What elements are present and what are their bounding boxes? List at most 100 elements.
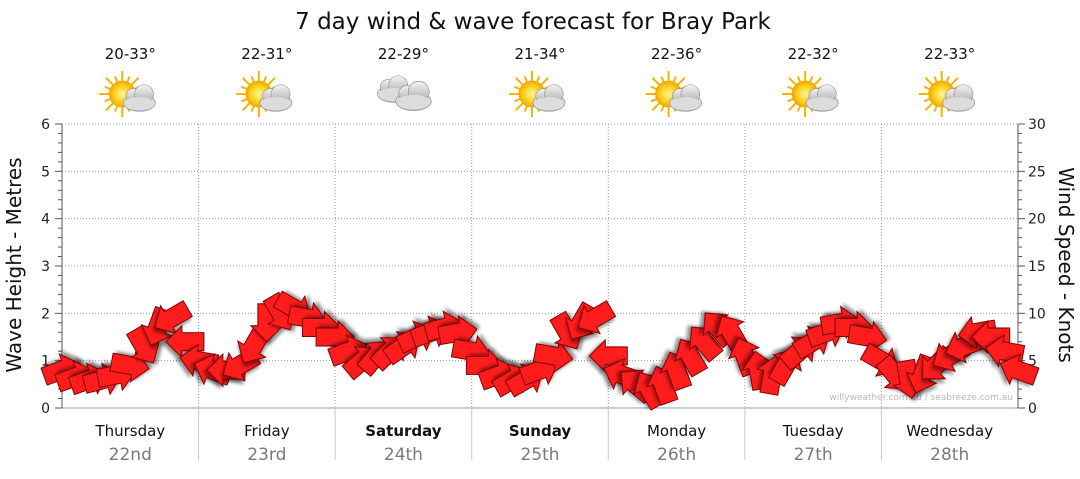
- sun-ray: [813, 77, 823, 86]
- wind-arrow: [577, 300, 617, 335]
- sun-ray: [650, 85, 657, 90]
- sun-ray: [114, 105, 119, 112]
- sun-ray: [250, 76, 255, 83]
- sun-ray: [105, 77, 114, 86]
- sun-ray: [515, 77, 524, 86]
- grid-lines: [62, 123, 1018, 460]
- day-temp-range: 22-36°: [651, 45, 702, 63]
- sun-ray: [515, 102, 524, 111]
- partly-cloudy-icon: [509, 71, 566, 117]
- y-left-tick-label: 2: [41, 306, 50, 322]
- x-tick-label-day: Wednesday: [906, 422, 993, 440]
- x-tick-label-date: 28th: [930, 445, 969, 465]
- sun-ray: [104, 98, 111, 103]
- day-temp-range: 22-31°: [241, 45, 292, 63]
- sun-ray: [241, 77, 251, 86]
- wind-arrow-shape: [532, 339, 574, 374]
- cloud-base: [943, 97, 974, 111]
- sun-ray: [924, 102, 934, 111]
- y-axis-left-ticks: 0 1 2 3 4 5 6: [41, 117, 62, 417]
- cloudy-icon: [376, 75, 432, 111]
- sun-ray: [677, 77, 686, 86]
- sun-ray: [950, 77, 959, 86]
- sun-ray: [650, 98, 657, 103]
- day-temp-range: 21-34°: [514, 45, 565, 63]
- partly-cloudy-icon: [235, 71, 293, 117]
- sun-ray: [788, 77, 797, 86]
- sun-ray: [672, 76, 677, 83]
- wind-arrow: [532, 339, 574, 374]
- day-temp-range: 20-33°: [105, 45, 156, 63]
- sun-ray: [523, 105, 528, 112]
- sun-ray: [651, 102, 661, 111]
- cloud-shape: [805, 84, 839, 112]
- y-right-tick-label: 5: [1028, 354, 1037, 370]
- cloud-base: [806, 97, 838, 111]
- y-right-tick-label: 30: [1028, 117, 1046, 133]
- x-tick-label-date: 27th: [794, 445, 833, 465]
- cloud-shape: [395, 80, 432, 111]
- y-right-tick-label: 20: [1028, 212, 1046, 228]
- x-tick-label-day: Monday: [647, 422, 706, 440]
- x-tick-label-date: 23rd: [247, 445, 286, 465]
- y-right-tick-label: 25: [1028, 164, 1046, 180]
- wind-arrow-shape: [549, 310, 584, 350]
- sun-ray: [250, 105, 255, 112]
- sun-ray: [788, 102, 797, 111]
- sun-ray: [126, 76, 131, 83]
- y-left-tick-label: 6: [41, 117, 50, 133]
- sun-ray: [787, 85, 794, 90]
- wind-arrow-shape: [999, 353, 1040, 386]
- day-temp-range: 22-33°: [924, 45, 975, 63]
- x-tick-label-day: Sunday: [509, 422, 572, 440]
- y-axis-right-ticks: 0 5 10 15 20 25 30: [1018, 117, 1046, 417]
- x-tick-label-date: 25th: [520, 445, 559, 465]
- wind-arrow-series: [40, 290, 1040, 411]
- cloud-shape: [532, 84, 566, 112]
- y-left-tick-label: 5: [41, 164, 50, 180]
- sun-ray: [923, 98, 931, 103]
- x-tick-label-day: Thursday: [94, 422, 165, 440]
- sun-ray: [523, 76, 528, 83]
- sun-ray: [660, 76, 665, 83]
- y-axis-right-label: Wind Speed - Knots: [1054, 167, 1078, 363]
- sun-ray: [240, 85, 248, 90]
- sun-ray: [796, 105, 802, 112]
- cloud-base: [533, 97, 565, 111]
- cloud-shape: [122, 84, 156, 112]
- y-axis-left-label: Wave Height - Metres: [2, 157, 26, 372]
- day-temp-range: 22-32°: [788, 45, 839, 63]
- wind-arrow: [154, 300, 193, 335]
- cloud-shape: [669, 84, 703, 112]
- sun-ray: [241, 102, 251, 111]
- cloud-shape: [942, 84, 976, 112]
- cloud-base: [124, 97, 155, 111]
- x-tick-label-date: 24th: [384, 445, 423, 465]
- y-left-tick-label: 4: [41, 212, 50, 228]
- y-right-tick-label: 0: [1028, 401, 1037, 417]
- wind-arrow: [999, 353, 1040, 386]
- sun-ray: [130, 77, 140, 86]
- x-tick-label-date: 26th: [657, 445, 696, 465]
- x-axis-day-labels: Thursday 22nd Friday 23rd Saturday 24th Sunday…: [94, 422, 993, 465]
- sun-ray: [114, 76, 119, 83]
- y-right-tick-label: 15: [1028, 259, 1046, 275]
- y-right-tick-label: 10: [1028, 306, 1046, 322]
- y-left-tick-label: 3: [41, 259, 50, 275]
- sun-ray: [787, 98, 794, 103]
- day-headers: 20-33° 22-31° 22-29° 21-34° 22-36° 22-32° 22-3…: [99, 45, 975, 117]
- watermark: willyweather.com.au / seabreeze.com.au: [829, 393, 1013, 403]
- chart-title: 7 day wind & wave forecast for Bray Park: [295, 9, 771, 35]
- day-temp-range: 22-29°: [378, 45, 429, 63]
- sun-ray: [651, 77, 661, 86]
- partly-cloudy-icon: [918, 71, 976, 117]
- sun-ray: [104, 85, 111, 90]
- cloud-base: [396, 94, 431, 110]
- sun-ray: [809, 76, 814, 83]
- sun-ray: [105, 102, 114, 111]
- sun-ray: [240, 98, 248, 103]
- partly-cloudy-icon: [645, 71, 703, 117]
- x-tick-label-day: Tuesday: [782, 422, 844, 440]
- sun-ray: [267, 77, 276, 86]
